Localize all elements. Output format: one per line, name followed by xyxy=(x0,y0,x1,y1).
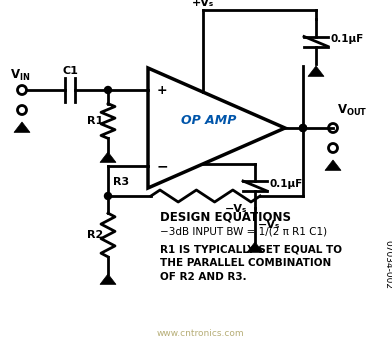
Text: www.cntronics.com: www.cntronics.com xyxy=(156,329,244,338)
Text: R2: R2 xyxy=(87,230,103,240)
Polygon shape xyxy=(308,66,324,76)
Polygon shape xyxy=(148,68,285,188)
Circle shape xyxy=(299,125,307,131)
Text: 0.1μF: 0.1μF xyxy=(270,179,303,189)
Polygon shape xyxy=(14,122,30,132)
Text: −: − xyxy=(157,159,169,173)
Text: 07034-002: 07034-002 xyxy=(383,239,392,289)
Polygon shape xyxy=(100,274,116,284)
Polygon shape xyxy=(325,160,341,170)
Text: OP AMP: OP AMP xyxy=(181,114,236,127)
Text: −Vₛ: −Vₛ xyxy=(225,204,247,214)
Circle shape xyxy=(105,193,111,200)
Polygon shape xyxy=(247,242,263,252)
Circle shape xyxy=(18,86,27,95)
Circle shape xyxy=(328,123,338,132)
Text: +: + xyxy=(157,84,168,97)
Text: R1 IS TYPICALLY SET EQUAL TO
THE PARALLEL COMBINATION
OF R2 AND R3.: R1 IS TYPICALLY SET EQUAL TO THE PARALLE… xyxy=(160,244,342,282)
Text: −3dB INPUT BW = 1/(2 π R1 C1): −3dB INPUT BW = 1/(2 π R1 C1) xyxy=(160,227,327,237)
Circle shape xyxy=(328,143,338,152)
Text: C1: C1 xyxy=(62,66,78,76)
Text: 0.1μF: 0.1μF xyxy=(331,34,364,44)
Circle shape xyxy=(18,106,27,115)
Circle shape xyxy=(105,86,111,94)
Polygon shape xyxy=(100,152,116,162)
Text: V$_{\mathbf{OUT}}$: V$_{\mathbf{OUT}}$ xyxy=(337,103,368,118)
Text: R3: R3 xyxy=(113,177,129,187)
Text: +Vₛ: +Vₛ xyxy=(192,0,214,8)
Circle shape xyxy=(299,125,307,131)
Text: −Vₛ: −Vₛ xyxy=(258,220,280,230)
Text: R1: R1 xyxy=(87,116,103,126)
Text: DESIGN EQUATIONS: DESIGN EQUATIONS xyxy=(160,210,291,223)
Text: V$_{\mathbf{IN}}$: V$_{\mathbf{IN}}$ xyxy=(10,68,30,83)
